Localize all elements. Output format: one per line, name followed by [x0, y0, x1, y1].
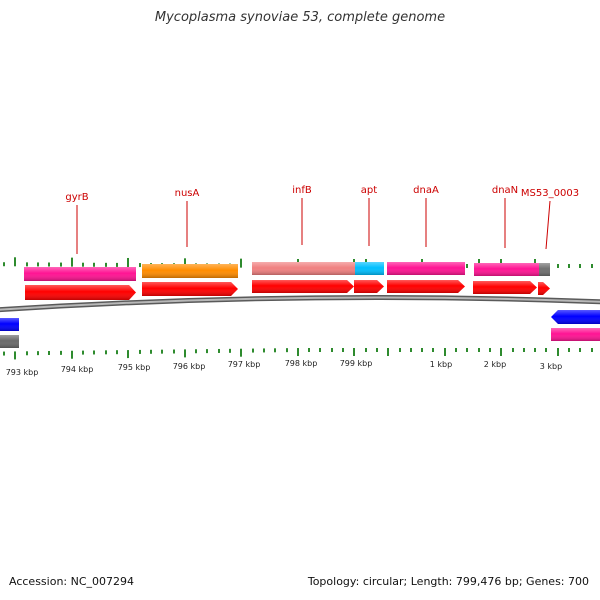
gene-label-dnan: dnaN — [492, 185, 518, 196]
kbp-label-797-kbp: 797 kbp — [228, 360, 261, 369]
gene-bar-infb-shade — [252, 262, 355, 275]
kbp-label-1-kbp: 1 kbp — [430, 360, 452, 369]
backbone-highlight — [0, 296, 600, 311]
kbp-label-796-kbp: 796 kbp — [173, 362, 206, 371]
gene-bar-dnaa-shade — [387, 262, 465, 275]
kbp-label-3-kbp: 3 kbp — [540, 362, 562, 371]
gene-features — [0, 262, 600, 348]
gene-label-apt: apt — [361, 185, 377, 196]
left-edge-gene-gray-shade — [0, 335, 19, 348]
cds-arrow-gyrb-shade — [25, 285, 136, 300]
kbp-label-793-kbp: 793 kbp — [6, 368, 39, 377]
gene-bar-dnan-shade — [474, 263, 539, 276]
gene-labels: gyrB nusA infB apt dnaA dnaN MS53_0003 — [65, 185, 579, 203]
gene-label-dnaa: dnaA — [413, 185, 439, 196]
gene-label-infb: infB — [292, 185, 312, 196]
gene-bar-ms53-0003-shade — [539, 263, 550, 276]
cds-arrow-dnan-shade — [473, 281, 537, 294]
kbp-label-2-kbp: 2 kbp — [484, 360, 506, 369]
genome-summary-text: Topology: circular; Length: 799,476 bp; … — [307, 575, 589, 588]
gene-label-gyrb: gyrB — [65, 192, 88, 203]
gene-label-lines — [76, 198, 551, 254]
label-line-ms53-0003 — [545, 200, 551, 250]
kbp-label-799-kbp: 799 kbp — [340, 359, 373, 368]
kbp-label-795-kbp: 795 kbp — [118, 363, 151, 372]
accession-text: Accession: NC_007294 — [9, 575, 135, 588]
cds-arrow-ms53-0003-shade — [538, 282, 550, 295]
cds-arrow-infb-shade — [252, 280, 354, 293]
right-edge-gene-pink-shade — [551, 328, 600, 341]
gene-label-nusa: nusA — [175, 188, 200, 199]
gene-bar-nusa-shade — [142, 264, 238, 278]
cds-arrow-apt-shade — [354, 280, 384, 293]
gene-label-ms53-0003: MS53_0003 — [521, 188, 579, 199]
cds-arrow-nusa-shade — [142, 282, 238, 296]
gene-bar-apt-shade — [355, 262, 384, 275]
left-edge-gene-blue-shade — [0, 318, 19, 331]
kbp-label-794-kbp: 794 kbp — [61, 365, 94, 374]
gene-bar-gyrb-shade — [24, 267, 136, 281]
genome-backbone — [0, 295, 600, 313]
kbp-labels: 793 kbp 794 kbp 795 kbp 796 kbp 797 kbp 798 k… — [6, 359, 563, 377]
map-title: Mycoplasma synoviae 53, complete genome — [154, 10, 446, 25]
cds-arrow-dnaa-shade — [387, 280, 465, 293]
kbp-label-798-kbp: 798 kbp — [285, 359, 318, 368]
right-edge-gene-blue-shade — [551, 310, 600, 324]
